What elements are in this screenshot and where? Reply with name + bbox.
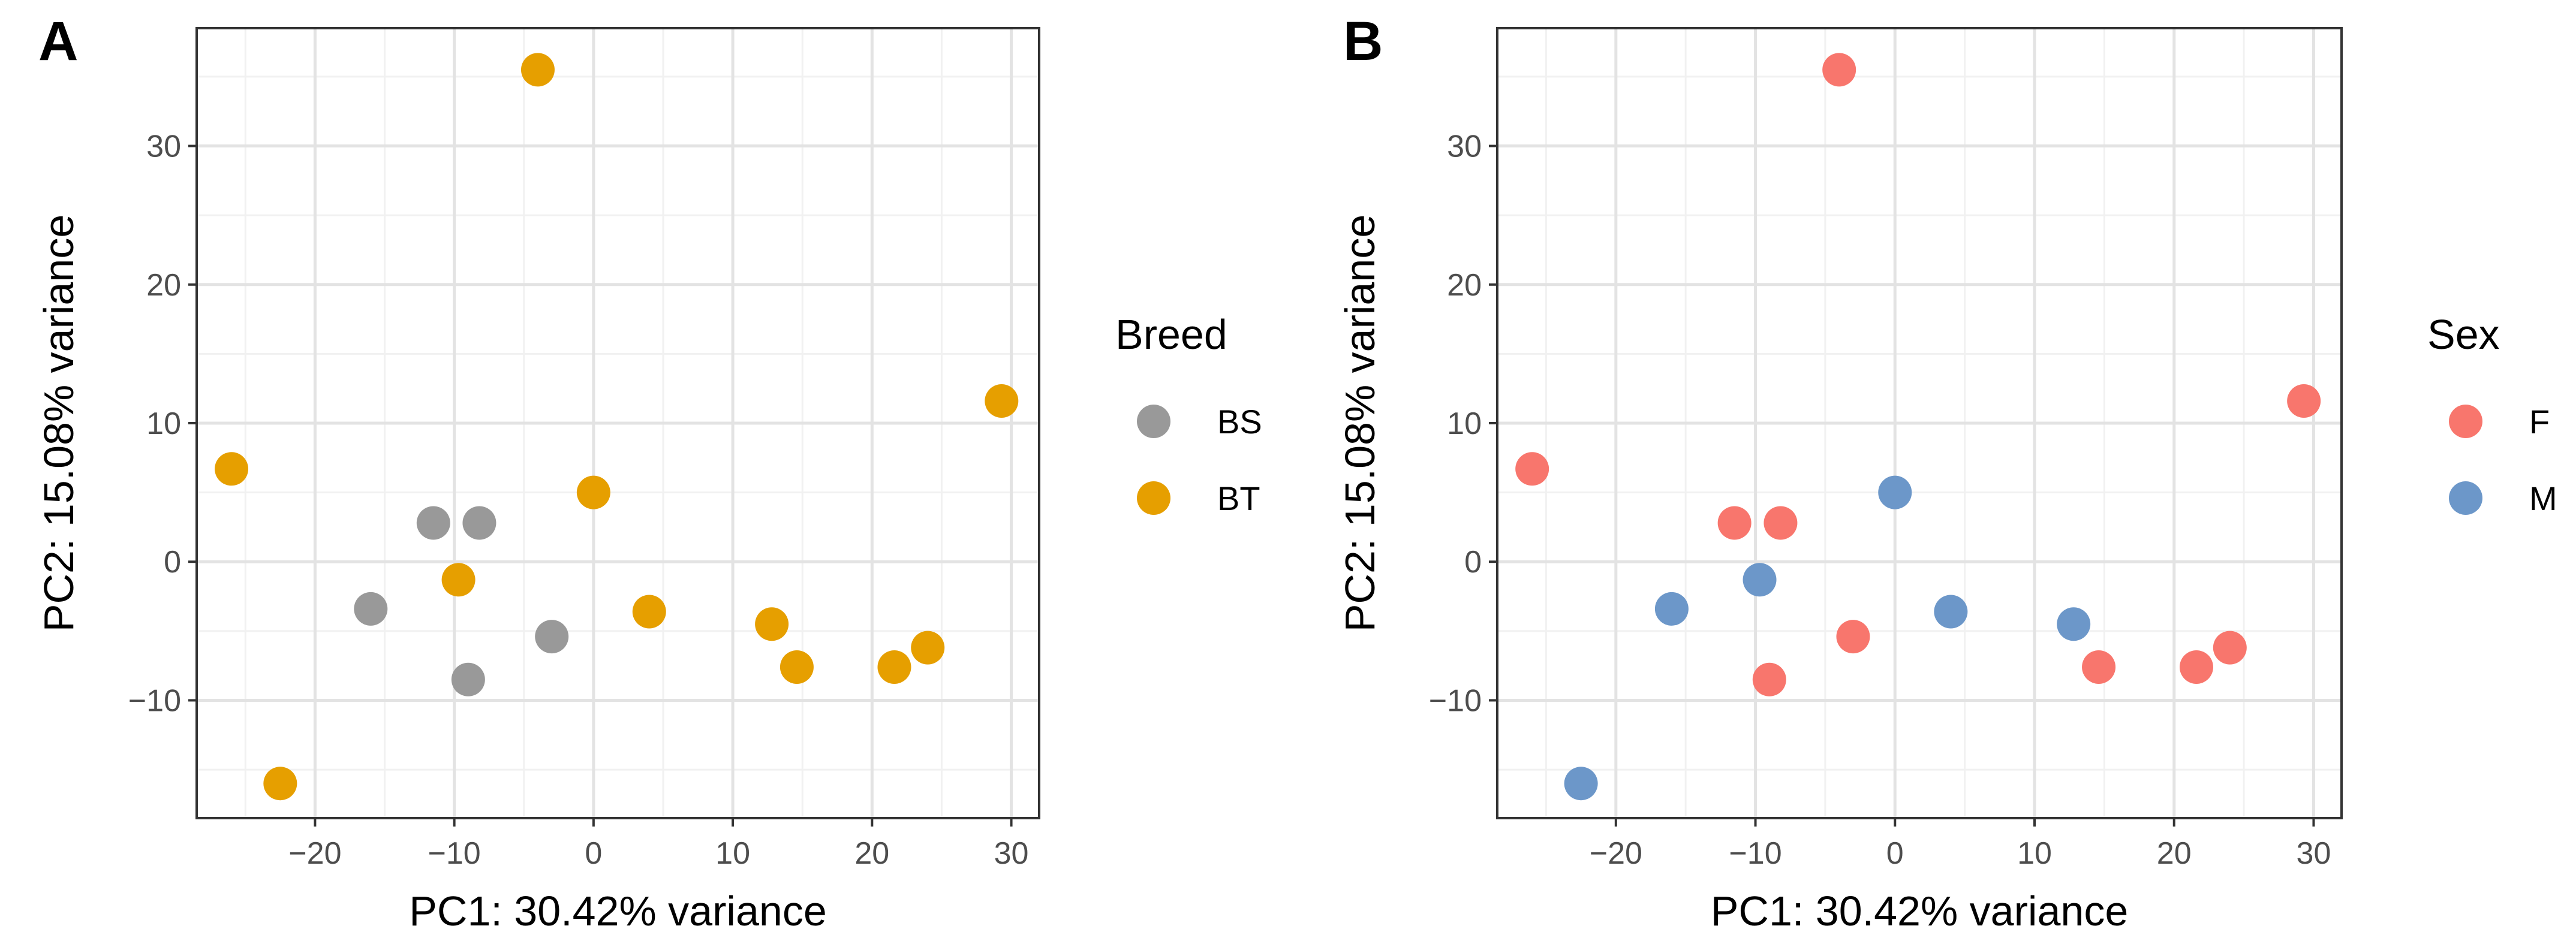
panel-a-gridlines — [197, 28, 1039, 818]
panel-a-x-axis-title: PC1: 30.42% variance — [409, 888, 827, 934]
point-bt — [911, 631, 945, 665]
x-tick-label: 10 — [715, 836, 750, 871]
panel-a-legend-title: Breed — [1115, 311, 1227, 358]
y-tick-label: 0 — [1464, 545, 1482, 580]
x-tick-label: −20 — [1590, 836, 1642, 871]
point-bt — [576, 475, 610, 509]
panel-a-ticks: −20 −10 0 10 20 30 −10 0 10 20 30 — [128, 129, 1029, 871]
point-bt — [755, 607, 789, 641]
y-tick-label: 0 — [164, 545, 181, 580]
legend-key-bs — [1137, 405, 1170, 438]
legend-key-bt — [1137, 481, 1170, 515]
point-m — [1654, 592, 1689, 626]
legend-label-f: F — [2529, 403, 2550, 441]
x-tick-label: 30 — [2297, 836, 2331, 871]
point-f — [1515, 452, 1549, 486]
panel-b: −20 −10 0 10 20 30 −10 0 10 20 30 B PC1: 30.42% va… — [1337, 11, 2557, 934]
point-f — [1836, 620, 1870, 654]
point-bs — [462, 506, 496, 540]
y-tick-label: 20 — [1447, 268, 1482, 303]
y-tick-label: 10 — [1447, 406, 1482, 441]
x-tick-label: 0 — [585, 836, 602, 871]
point-bs — [416, 506, 450, 540]
panel-b-legend: Sex F M — [2427, 311, 2557, 517]
panel-b-points — [1515, 53, 2321, 801]
x-tick-label: 30 — [994, 836, 1029, 871]
y-tick-label: −10 — [1429, 683, 1482, 718]
point-bt — [780, 650, 814, 684]
x-tick-label: 10 — [2017, 836, 2052, 871]
point-f — [1822, 53, 1856, 87]
x-tick-label: 20 — [2157, 836, 2192, 871]
point-bt — [877, 650, 911, 684]
point-bs — [451, 662, 485, 696]
point-bs — [535, 620, 569, 654]
x-tick-label: −10 — [1729, 836, 1781, 871]
panel-b-tag: B — [1343, 11, 1383, 72]
point-m — [1564, 767, 1598, 801]
point-m — [2057, 607, 2091, 641]
x-tick-label: 0 — [1886, 836, 1904, 871]
point-bt — [985, 384, 1019, 418]
legend-label-bs: BS — [1217, 403, 1262, 441]
point-bt — [441, 563, 476, 597]
point-m — [1743, 563, 1777, 597]
legend-key-f — [2449, 405, 2482, 438]
point-bs — [354, 592, 388, 626]
y-tick-label: 20 — [146, 268, 181, 303]
panel-a-y-axis-title: PC2: 15.08% variance — [35, 215, 82, 632]
y-tick-label: −10 — [128, 683, 181, 718]
point-f — [1764, 506, 1798, 540]
panel-b-y-axis-title: PC2: 15.08% variance — [1337, 215, 1383, 632]
panel-a-points — [215, 53, 1019, 801]
legend-label-bt: BT — [1217, 479, 1260, 517]
point-f — [2287, 384, 2321, 418]
point-f — [2213, 631, 2247, 665]
panel-a-tag: A — [38, 11, 78, 72]
y-tick-label: 30 — [146, 129, 181, 164]
panel-b-ticks: −20 −10 0 10 20 30 −10 0 10 20 30 — [1429, 129, 2331, 871]
panel-a-legend: Breed BS BT — [1115, 311, 1262, 517]
panel-b-gridlines — [1497, 28, 2342, 818]
point-m — [1934, 595, 1968, 629]
panel-a: −20 −10 0 10 20 30 −10 0 10 20 30 A PC1: 30.42% va… — [35, 11, 1262, 934]
point-f — [2179, 650, 2213, 684]
point-f — [2082, 650, 2116, 684]
y-tick-label: 10 — [146, 406, 181, 441]
y-tick-label: 30 — [1447, 129, 1482, 164]
x-tick-label: −10 — [428, 836, 481, 871]
point-bt — [632, 595, 666, 629]
panel-b-legend-title: Sex — [2427, 311, 2500, 358]
panel-b-x-axis-title: PC1: 30.42% variance — [1711, 888, 2129, 934]
x-tick-label: −20 — [288, 836, 341, 871]
legend-key-m — [2449, 481, 2482, 515]
point-bt — [215, 452, 249, 486]
point-f — [1752, 662, 1786, 696]
point-bt — [520, 53, 555, 87]
point-f — [1717, 506, 1752, 540]
legend-label-m: M — [2529, 479, 2557, 517]
x-tick-label: 20 — [854, 836, 889, 871]
point-bt — [263, 767, 297, 801]
point-m — [1878, 475, 1912, 509]
